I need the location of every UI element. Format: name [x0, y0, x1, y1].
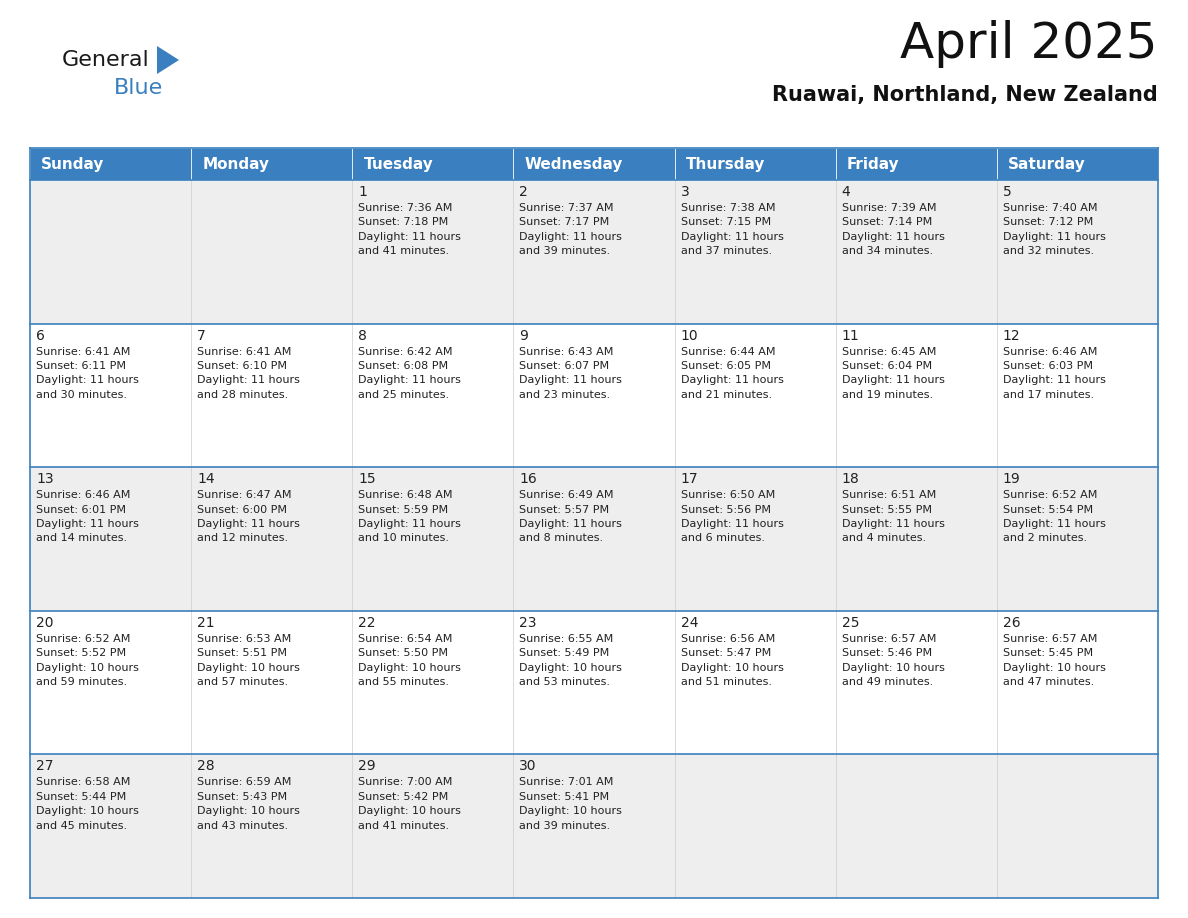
Text: Sunrise: 6:49 AM
Sunset: 5:57 PM
Daylight: 11 hours
and 8 minutes.: Sunrise: 6:49 AM Sunset: 5:57 PM Dayligh… [519, 490, 623, 543]
Text: 6: 6 [36, 329, 45, 342]
Text: 4: 4 [842, 185, 851, 199]
Text: 10: 10 [681, 329, 699, 342]
Text: 29: 29 [359, 759, 375, 773]
Text: 11: 11 [842, 329, 859, 342]
Text: Sunrise: 6:52 AM
Sunset: 5:54 PM
Daylight: 11 hours
and 2 minutes.: Sunrise: 6:52 AM Sunset: 5:54 PM Dayligh… [1003, 490, 1106, 543]
Text: 3: 3 [681, 185, 689, 199]
Text: 8: 8 [359, 329, 367, 342]
Text: Sunrise: 6:43 AM
Sunset: 6:07 PM
Daylight: 11 hours
and 23 minutes.: Sunrise: 6:43 AM Sunset: 6:07 PM Dayligh… [519, 347, 623, 400]
Text: Wednesday: Wednesday [525, 156, 623, 172]
Text: 18: 18 [842, 472, 859, 487]
Text: Sunrise: 7:36 AM
Sunset: 7:18 PM
Daylight: 11 hours
and 41 minutes.: Sunrise: 7:36 AM Sunset: 7:18 PM Dayligh… [359, 203, 461, 256]
Text: 9: 9 [519, 329, 529, 342]
Text: Tuesday: Tuesday [364, 156, 434, 172]
Text: 1: 1 [359, 185, 367, 199]
Text: 17: 17 [681, 472, 699, 487]
Bar [30, 148, 191, 180]
Bar [675, 148, 835, 180]
Text: Sunrise: 6:46 AM
Sunset: 6:01 PM
Daylight: 11 hours
and 14 minutes.: Sunrise: 6:46 AM Sunset: 6:01 PM Dayligh… [36, 490, 139, 543]
Text: 24: 24 [681, 616, 699, 630]
Text: 20: 20 [36, 616, 53, 630]
Text: Monday: Monday [202, 156, 270, 172]
Text: Sunrise: 7:38 AM
Sunset: 7:15 PM
Daylight: 11 hours
and 37 minutes.: Sunrise: 7:38 AM Sunset: 7:15 PM Dayligh… [681, 203, 783, 256]
Text: Sunrise: 6:57 AM
Sunset: 5:46 PM
Daylight: 10 hours
and 49 minutes.: Sunrise: 6:57 AM Sunset: 5:46 PM Dayligh… [842, 633, 944, 687]
Text: 13: 13 [36, 472, 53, 487]
Text: Sunrise: 7:01 AM
Sunset: 5:41 PM
Daylight: 10 hours
and 39 minutes.: Sunrise: 7:01 AM Sunset: 5:41 PM Dayligh… [519, 778, 623, 831]
Text: Sunrise: 6:47 AM
Sunset: 6:00 PM
Daylight: 11 hours
and 12 minutes.: Sunrise: 6:47 AM Sunset: 6:00 PM Dayligh… [197, 490, 301, 543]
Text: 7: 7 [197, 329, 206, 342]
Text: 21: 21 [197, 616, 215, 630]
Bar [30, 467, 1158, 610]
Text: Sunrise: 6:41 AM
Sunset: 6:10 PM
Daylight: 11 hours
and 28 minutes.: Sunrise: 6:41 AM Sunset: 6:10 PM Dayligh… [197, 347, 301, 400]
Bar [30, 610, 1158, 755]
Text: Thursday: Thursday [685, 156, 765, 172]
Text: Sunrise: 7:00 AM
Sunset: 5:42 PM
Daylight: 10 hours
and 41 minutes.: Sunrise: 7:00 AM Sunset: 5:42 PM Dayligh… [359, 778, 461, 831]
Text: 14: 14 [197, 472, 215, 487]
Bar [191, 148, 353, 180]
Text: Sunrise: 6:42 AM
Sunset: 6:08 PM
Daylight: 11 hours
and 25 minutes.: Sunrise: 6:42 AM Sunset: 6:08 PM Dayligh… [359, 347, 461, 400]
Text: 19: 19 [1003, 472, 1020, 487]
Text: Sunrise: 6:45 AM
Sunset: 6:04 PM
Daylight: 11 hours
and 19 minutes.: Sunrise: 6:45 AM Sunset: 6:04 PM Dayligh… [842, 347, 944, 400]
Text: 28: 28 [197, 759, 215, 773]
Bar [835, 148, 997, 180]
Text: Sunrise: 6:55 AM
Sunset: 5:49 PM
Daylight: 10 hours
and 53 minutes.: Sunrise: 6:55 AM Sunset: 5:49 PM Dayligh… [519, 633, 623, 687]
Text: Sunrise: 6:57 AM
Sunset: 5:45 PM
Daylight: 10 hours
and 47 minutes.: Sunrise: 6:57 AM Sunset: 5:45 PM Dayligh… [1003, 633, 1106, 687]
Text: Ruawai, Northland, New Zealand: Ruawai, Northland, New Zealand [772, 85, 1158, 105]
Text: Sunrise: 6:58 AM
Sunset: 5:44 PM
Daylight: 10 hours
and 45 minutes.: Sunrise: 6:58 AM Sunset: 5:44 PM Dayligh… [36, 778, 139, 831]
Text: Sunrise: 6:46 AM
Sunset: 6:03 PM
Daylight: 11 hours
and 17 minutes.: Sunrise: 6:46 AM Sunset: 6:03 PM Dayligh… [1003, 347, 1106, 400]
Bar [353, 148, 513, 180]
Text: Blue: Blue [114, 78, 163, 98]
Text: Sunrise: 6:44 AM
Sunset: 6:05 PM
Daylight: 11 hours
and 21 minutes.: Sunrise: 6:44 AM Sunset: 6:05 PM Dayligh… [681, 347, 783, 400]
Bar [513, 148, 675, 180]
Text: Sunrise: 6:59 AM
Sunset: 5:43 PM
Daylight: 10 hours
and 43 minutes.: Sunrise: 6:59 AM Sunset: 5:43 PM Dayligh… [197, 778, 301, 831]
Text: Sunrise: 6:41 AM
Sunset: 6:11 PM
Daylight: 11 hours
and 30 minutes.: Sunrise: 6:41 AM Sunset: 6:11 PM Dayligh… [36, 347, 139, 400]
Text: Sunrise: 6:56 AM
Sunset: 5:47 PM
Daylight: 10 hours
and 51 minutes.: Sunrise: 6:56 AM Sunset: 5:47 PM Dayligh… [681, 633, 783, 687]
Text: 25: 25 [842, 616, 859, 630]
Bar [30, 755, 1158, 898]
Text: 5: 5 [1003, 185, 1012, 199]
Text: April 2025: April 2025 [901, 20, 1158, 68]
Text: Sunrise: 6:48 AM
Sunset: 5:59 PM
Daylight: 11 hours
and 10 minutes.: Sunrise: 6:48 AM Sunset: 5:59 PM Dayligh… [359, 490, 461, 543]
Text: 15: 15 [359, 472, 375, 487]
Text: Sunrise: 6:52 AM
Sunset: 5:52 PM
Daylight: 10 hours
and 59 minutes.: Sunrise: 6:52 AM Sunset: 5:52 PM Dayligh… [36, 633, 139, 687]
Text: Sunday: Sunday [42, 156, 105, 172]
Text: 12: 12 [1003, 329, 1020, 342]
Text: Sunrise: 7:40 AM
Sunset: 7:12 PM
Daylight: 11 hours
and 32 minutes.: Sunrise: 7:40 AM Sunset: 7:12 PM Dayligh… [1003, 203, 1106, 256]
Text: General: General [62, 50, 150, 70]
Text: Sunrise: 6:50 AM
Sunset: 5:56 PM
Daylight: 11 hours
and 6 minutes.: Sunrise: 6:50 AM Sunset: 5:56 PM Dayligh… [681, 490, 783, 543]
Text: Sunrise: 7:37 AM
Sunset: 7:17 PM
Daylight: 11 hours
and 39 minutes.: Sunrise: 7:37 AM Sunset: 7:17 PM Dayligh… [519, 203, 623, 256]
Text: 30: 30 [519, 759, 537, 773]
Text: 23: 23 [519, 616, 537, 630]
Text: Saturday: Saturday [1009, 156, 1086, 172]
Text: 26: 26 [1003, 616, 1020, 630]
Bar [997, 148, 1158, 180]
Text: 16: 16 [519, 472, 537, 487]
Text: Sunrise: 6:53 AM
Sunset: 5:51 PM
Daylight: 10 hours
and 57 minutes.: Sunrise: 6:53 AM Sunset: 5:51 PM Dayligh… [197, 633, 301, 687]
Text: 22: 22 [359, 616, 375, 630]
Text: Sunrise: 6:54 AM
Sunset: 5:50 PM
Daylight: 10 hours
and 55 minutes.: Sunrise: 6:54 AM Sunset: 5:50 PM Dayligh… [359, 633, 461, 687]
Bar [30, 324, 1158, 467]
Text: 27: 27 [36, 759, 53, 773]
Polygon shape [157, 46, 179, 74]
Bar [30, 180, 1158, 324]
Text: Sunrise: 6:51 AM
Sunset: 5:55 PM
Daylight: 11 hours
and 4 minutes.: Sunrise: 6:51 AM Sunset: 5:55 PM Dayligh… [842, 490, 944, 543]
Text: 2: 2 [519, 185, 529, 199]
Text: Friday: Friday [847, 156, 899, 172]
Text: Sunrise: 7:39 AM
Sunset: 7:14 PM
Daylight: 11 hours
and 34 minutes.: Sunrise: 7:39 AM Sunset: 7:14 PM Dayligh… [842, 203, 944, 256]
